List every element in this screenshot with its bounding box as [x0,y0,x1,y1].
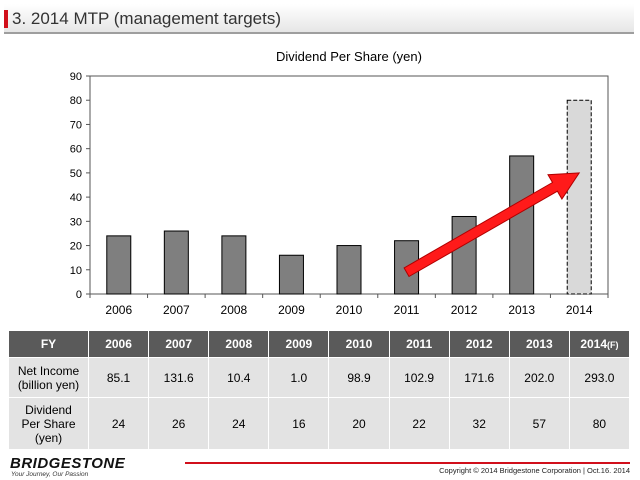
table-header-cell: 2010 [328,330,390,358]
table-cell: 22 [388,397,450,450]
table-header-cell: 2006 [87,330,150,358]
y-tick-label: 50 [70,168,82,180]
row-label-line: (billion yen) [17,377,80,392]
x-tick-label: 2008 [221,303,248,317]
y-tick-label: 80 [70,95,82,107]
y-tick-label: 10 [70,265,82,277]
table-header-cell: 2011 [388,330,450,358]
table-cell: 102.9 [388,357,450,398]
table-header-cell: 2012 [448,330,510,358]
table-cell: 80 [568,397,631,450]
table-cell: 16 [268,397,330,450]
y-tick-label: 30 [70,216,82,228]
table-cell: 10.4 [208,357,270,398]
row-label-line: Dividend [25,402,72,417]
bar [336,245,362,295]
x-tick-label: 2014 [566,303,593,317]
financial-table: FY 2006 2007 2008 2009 2010 2011 2012 20… [8,330,631,450]
table-header-cell: 2007 [148,330,210,358]
forecast-suffix: (F) [607,340,619,350]
table-cell: 24 [208,397,270,450]
table-header-cell: FY [8,330,89,358]
brand-tagline: Your Journey, Our Passion [11,471,89,478]
y-tick-label: 0 [76,289,82,301]
table-header-row: FY 2006 2007 2008 2009 2010 2011 2012 20… [8,330,631,358]
table-row-net-income: Net Income (billion yen) 85.1 131.6 10.4 … [8,357,631,398]
table-row-dividend: Dividend Per Share (yen) 24 26 24 16 20 22… [8,397,631,450]
table-cell: 26 [148,397,210,450]
bar [106,235,132,295]
table-header-cell: 2013 [508,330,570,358]
row-label-line: Per Share [21,416,76,431]
table-cell: 171.6 [448,357,510,398]
brand-name: BRIDGESTONE [10,455,126,472]
slide-title-bar: 3. 2014 MTP (management targets) [4,4,634,34]
footer-divider [185,462,630,464]
y-tick-label: 60 [70,144,82,156]
chart-title: Dividend Per Share (yen) [276,49,422,64]
dividend-bar-chart: Dividend Per Share (yen) 0 10 20 30 40 50 60 70 8… [70,49,609,317]
table-cell: 98.9 [328,357,390,398]
x-tick-label: 2009 [278,303,305,317]
forecast-year: 2014 [580,337,608,351]
table-cell: 293.0 [568,357,631,398]
bar [278,254,304,295]
y-tick-label: 70 [70,119,82,131]
bar [221,235,247,295]
table-cell: 57 [508,397,570,450]
table-cell: 131.6 [148,357,210,398]
table-cell: 32 [448,397,510,450]
bar-forecast [566,99,592,295]
table-cell: 202.0 [508,357,570,398]
y-tick-label: 20 [70,241,82,253]
table-cell: 85.1 [87,357,150,398]
table-cell: 24 [87,397,150,450]
row-label: Net Income (billion yen) [8,357,89,398]
bar [163,230,189,295]
table-header-cell: 2008 [208,330,270,358]
x-tick-label: 2013 [508,303,535,317]
table-cell: 1.0 [268,357,330,398]
x-tick-label: 2012 [451,303,478,317]
y-tick-label: 40 [70,192,82,204]
row-label-line: (yen) [34,430,63,445]
copyright-text: Copyright © 2014 Bridgestone Corporation… [439,466,630,475]
bar [509,155,535,295]
table-header-cell: 2009 [268,330,330,358]
x-tick-label: 2010 [336,303,363,317]
y-tick-label: 90 [70,71,82,83]
table-cell: 20 [328,397,390,450]
trend-arrow [403,172,581,278]
slide-title: 3. 2014 MTP (management targets) [12,9,281,28]
row-label: Dividend Per Share (yen) [8,397,89,450]
x-tick-label: 2007 [163,303,190,317]
x-tick-label: 2006 [105,303,132,317]
bridgestone-logo: BRIDGESTONE Your Journey, Our Passion [10,456,125,479]
accent-marker [4,10,8,28]
row-label-line: Net Income [17,363,80,378]
x-tick-label: 2011 [394,303,420,317]
table-header-cell-forecast: 2014(F) [568,330,631,358]
